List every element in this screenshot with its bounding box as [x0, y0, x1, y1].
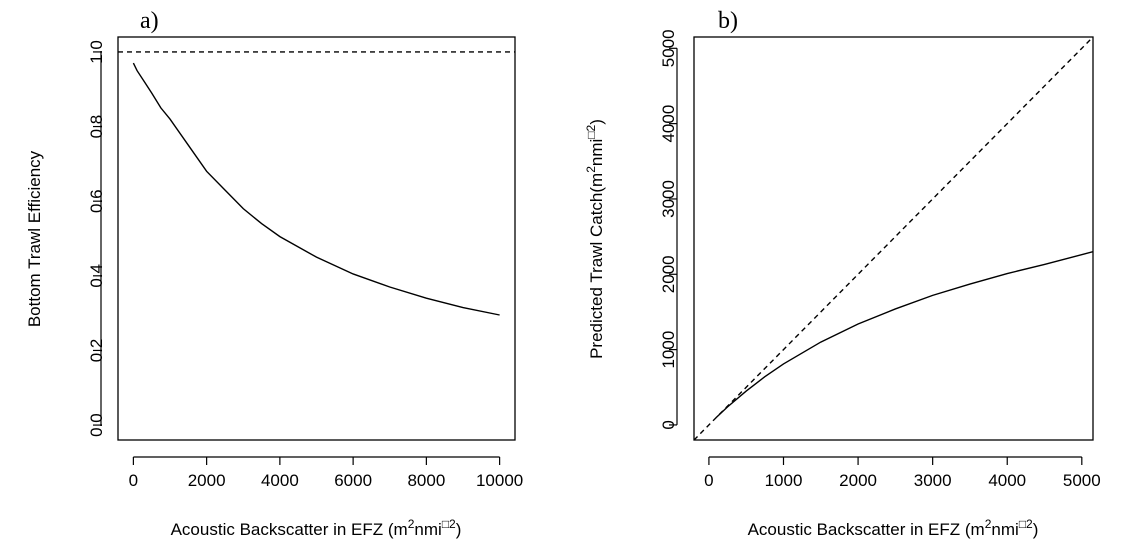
fitted-curve — [715, 251, 1093, 418]
plot-frame — [693, 36, 1094, 441]
axis-title-part-sup1: 2 — [408, 517, 415, 531]
y-tick-label: 0.2 — [87, 339, 106, 363]
axis-title-part-end: ) — [587, 119, 606, 125]
axis-title-part-sup2: □2 — [584, 124, 598, 138]
y-tick-label: 5000 — [659, 29, 678, 67]
y-axis-title: Predicted Trawl Catch(m2nmi□2) — [584, 119, 606, 359]
y-tick-label: 0.8 — [87, 115, 106, 139]
fitted-curve — [132, 62, 500, 316]
axis-title-part-mid: nmi — [414, 520, 441, 539]
axis-title-part-sup1: 2 — [584, 166, 598, 173]
y-axis-title: Bottom Trawl Efficiency — [25, 150, 44, 327]
plot-frame — [117, 36, 516, 441]
y-tick-label: 1.0 — [87, 40, 106, 64]
axis-title-part-mid: nmi — [991, 520, 1018, 539]
y-tick-label: 0.0 — [87, 413, 106, 437]
x-axis-title: Acoustic Backscatter in EFZ (m2nmi□2) — [748, 517, 1039, 539]
reference-line-dashed — [694, 37, 1093, 440]
x-tick-label: 2000 — [188, 471, 226, 490]
x-tick-label: 4000 — [988, 471, 1026, 490]
x-tick-label: 8000 — [407, 471, 445, 490]
chart-panel-a: 0 2000 4000 6000 8000 10000 0.0 0.2 0.4 0.6 0.8 1.0… — [25, 8, 523, 539]
axis-title-part-text: Predicted Trawl Catch(m — [587, 173, 606, 359]
x-tick-label: 6000 — [334, 471, 372, 490]
x-tick-label: 3000 — [914, 471, 952, 490]
y-tick-label: 0.6 — [87, 189, 106, 213]
x-tick-label: 10000 — [476, 471, 523, 490]
x-tick-label: 1000 — [765, 471, 803, 490]
y-tick-label: 4000 — [659, 105, 678, 143]
x-tick-label: 5000 — [1063, 471, 1101, 490]
x-axis-title: Acoustic Backscatter in EFZ (m2nmi□2) — [171, 517, 462, 539]
axis-title-part-sup2: □2 — [1019, 517, 1033, 531]
y-tick-label: 0 — [659, 420, 678, 429]
panel-label: a) — [140, 8, 159, 34]
y-tick-label: 1000 — [659, 331, 678, 369]
axis-title-part-end: ) — [456, 520, 462, 539]
axis-title-part-text: Acoustic Backscatter in EFZ (m — [748, 520, 985, 539]
axis-title-part-sup2: □2 — [442, 517, 456, 531]
x-tick-label: 2000 — [839, 471, 877, 490]
axis-title-part-sup1: 2 — [985, 517, 992, 531]
axis-title-part-end: ) — [1033, 520, 1039, 539]
axis-title-part-text: Acoustic Backscatter in EFZ (m — [171, 520, 408, 539]
panel-label: b) — [718, 8, 738, 34]
axis-title-part-mid: nmi — [587, 139, 606, 166]
x-tick-label: 0 — [129, 471, 138, 490]
x-tick-label: 4000 — [261, 471, 299, 490]
chart-panel-b: 0 1000 2000 3000 4000 5000 0 1000 2000 3000 4000 50… — [584, 8, 1101, 539]
y-tick-label: 2000 — [659, 255, 678, 293]
x-tick-label: 0 — [704, 471, 713, 490]
y-tick-label: 0.4 — [87, 264, 106, 288]
y-tick-label: 3000 — [659, 180, 678, 218]
